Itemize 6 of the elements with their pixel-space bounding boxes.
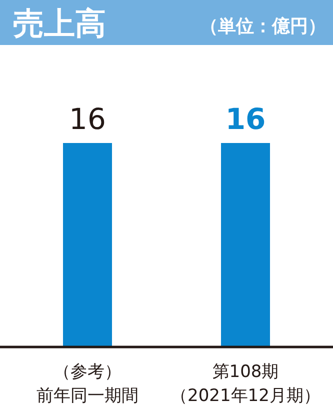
- data-label: 16: [225, 102, 266, 136]
- data-label: 16: [69, 102, 106, 136]
- x-tick-label: 第108期（2021年12月期）: [170, 362, 320, 406]
- x-tick-label: （参考）前年同一期間: [36, 362, 138, 406]
- chart-subtitle: （単位：億円）: [200, 16, 326, 37]
- chart-title: 売上高: [13, 6, 106, 42]
